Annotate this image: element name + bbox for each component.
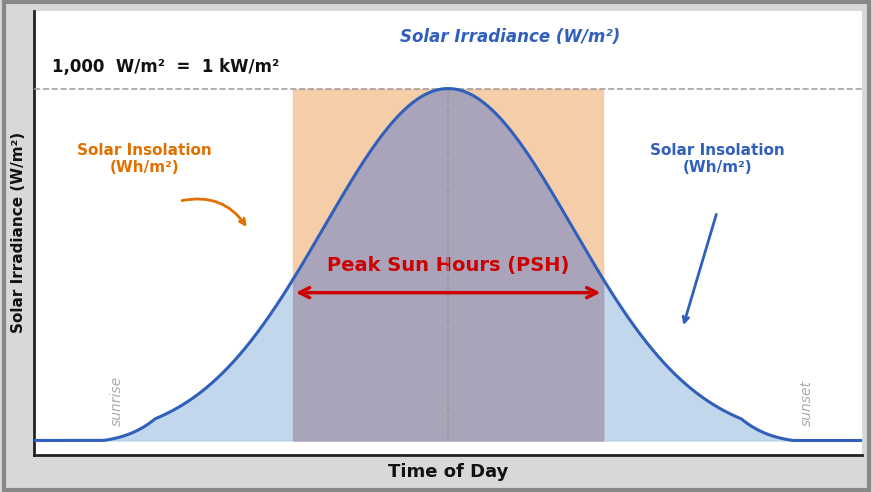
Y-axis label: Solar Irradiance (W/m²): Solar Irradiance (W/m²) [11, 132, 26, 334]
Text: Solar Irradiance (W/m²): Solar Irradiance (W/m²) [400, 29, 621, 46]
Text: Solar Insolation
(Wh/m²): Solar Insolation (Wh/m²) [78, 143, 212, 175]
X-axis label: Time of Day: Time of Day [388, 463, 508, 481]
Text: Peak Sun Hours (PSH): Peak Sun Hours (PSH) [327, 256, 569, 275]
Text: sunrise: sunrise [110, 376, 124, 427]
Text: sunset: sunset [800, 380, 814, 427]
Text: noon: noon [438, 392, 452, 427]
Text: Solar Insolation
(Wh/m²): Solar Insolation (Wh/m²) [650, 143, 785, 175]
Text: 1,000  W/m²  =  1 kW/m²: 1,000 W/m² = 1 kW/m² [52, 58, 279, 76]
